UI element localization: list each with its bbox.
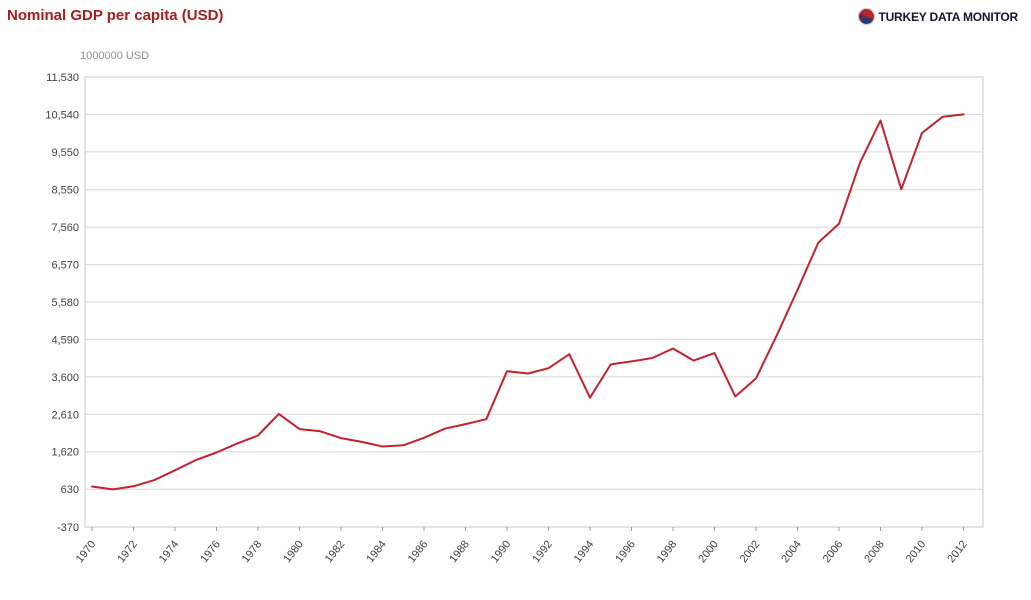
x-tick-label: 1974 <box>157 538 182 565</box>
y-tick-label: 8,550 <box>51 185 79 197</box>
x-tick-label: 1988 <box>447 538 472 565</box>
x-tick-label: 1998 <box>655 538 680 565</box>
x-tick-label: 1992 <box>530 538 555 565</box>
y-tick-label: 2,610 <box>51 409 79 421</box>
x-tick-label: 1986 <box>406 538 431 565</box>
x-tick-label: 1978 <box>240 538 265 565</box>
y-tick-label: 5,580 <box>51 297 79 309</box>
x-tick-label: 2000 <box>696 538 721 565</box>
x-tick-label: 1984 <box>364 538 389 565</box>
y-tick-label: 4,590 <box>51 334 79 346</box>
y-tick-label: 7,560 <box>51 222 79 234</box>
x-tick-label: 2002 <box>738 538 763 565</box>
y-tick-label: -370 <box>57 522 79 534</box>
x-tick-label: 1990 <box>489 538 514 565</box>
x-tick-label: 1972 <box>115 538 140 565</box>
x-tick-label: 1970 <box>74 538 99 565</box>
x-tick-label: 2012 <box>945 538 970 565</box>
x-tick-label: 1996 <box>613 538 638 565</box>
y-tick-label: 1,620 <box>51 447 79 459</box>
x-tick-label: 1980 <box>281 538 306 565</box>
pie-chart-icon <box>858 8 876 25</box>
x-tick-label: 1976 <box>198 538 223 565</box>
y-tick-label: 9,550 <box>51 147 79 159</box>
brand-name: TURKEY DATA MONITOR <box>878 9 1018 24</box>
x-tick-label: 1994 <box>572 538 597 565</box>
unit-label: 1000000 USD <box>80 50 150 62</box>
x-tick-label: 2010 <box>904 538 929 565</box>
plot-border <box>84 76 984 528</box>
brand-logo: TURKEY DATA MONITOR <box>858 8 1018 25</box>
y-tick-label: 10,540 <box>45 109 79 121</box>
x-tick-label: 2008 <box>862 538 887 565</box>
y-tick-label: 6,570 <box>51 260 79 272</box>
chart-title: Nominal GDP per capita (USD) <box>7 7 224 24</box>
x-tick-label: 2006 <box>821 538 846 565</box>
x-tick-label: 1982 <box>323 538 348 565</box>
gdp-line-series <box>91 113 965 491</box>
x-tick-label: 2004 <box>779 538 804 565</box>
y-tick-label: 3,600 <box>51 372 79 384</box>
y-tick-label: 11,530 <box>46 72 79 84</box>
y-tick-label: 630 <box>61 484 79 496</box>
